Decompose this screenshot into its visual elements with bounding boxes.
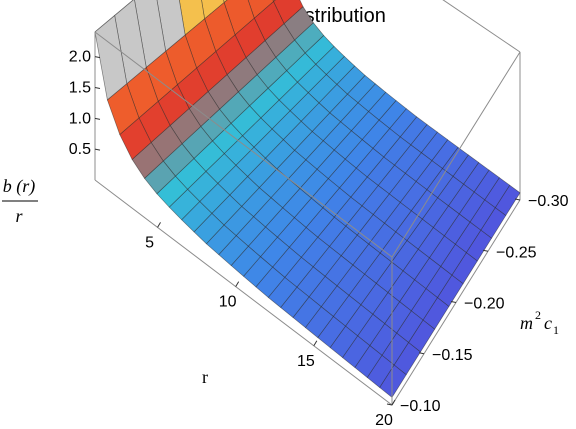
z-axis-label-numerator: b (r) — [3, 176, 36, 197]
z-tick-mark — [94, 117, 101, 120]
y-tick-mark — [450, 301, 457, 303]
y-tick-label: −0.10 — [400, 398, 441, 415]
x-tick-label: 20 — [375, 412, 393, 429]
x-tick-mark — [235, 281, 240, 287]
y-tick-label: −0.20 — [464, 296, 505, 313]
z-tick-label: 1.5 — [69, 80, 91, 97]
y-tick-label: −0.30 — [528, 193, 569, 210]
z-axis-label: b (r) r — [2, 176, 38, 226]
z-tick-mark — [94, 56, 101, 59]
surface-patch — [94, 14, 128, 101]
x-tick-mark — [313, 340, 318, 347]
x-tick-label: 15 — [297, 353, 315, 370]
y-tick-label: −0.25 — [496, 244, 537, 261]
z-tick-mark — [94, 148, 101, 151]
x-tick-label: 5 — [145, 234, 154, 251]
y-axis-label: m 2 c 1 — [520, 308, 559, 337]
z-tick-label: 0.5 — [69, 141, 91, 158]
y-axis-label-m: m — [520, 313, 533, 333]
z-axis-ticks: 0.5 1.0 1.5 2.0 — [69, 49, 101, 158]
z-tick-mark — [94, 87, 101, 89]
box-edge-front-top — [94, 31, 521, 258]
y-tick-mark — [514, 198, 521, 201]
y-axis-label-c: c — [544, 313, 552, 333]
y-tick-mark — [386, 403, 393, 406]
y-axis-label-sub: 1 — [553, 323, 559, 337]
x-axis-label: r — [202, 367, 208, 387]
x-tick-mark — [157, 222, 161, 228]
x-axis-ticks: 5 10 15 20 — [145, 222, 396, 429]
y-axis-ticks: −0.10 −0.15 −0.20 −0.25 −0.30 — [386, 193, 569, 415]
z-tick-label: 2.0 — [69, 49, 91, 66]
y-tick-mark — [482, 249, 489, 252]
y-tick-label: −0.15 — [432, 347, 473, 364]
z-axis-label-denominator: r — [15, 206, 23, 226]
y-tick-mark — [418, 352, 425, 355]
z-tick-label: 1.0 — [69, 110, 91, 127]
surface — [94, 0, 521, 398]
y-axis-label-sup: 2 — [535, 308, 541, 322]
x-tick-label: 10 — [219, 294, 237, 311]
x-tick-mark — [391, 399, 396, 406]
